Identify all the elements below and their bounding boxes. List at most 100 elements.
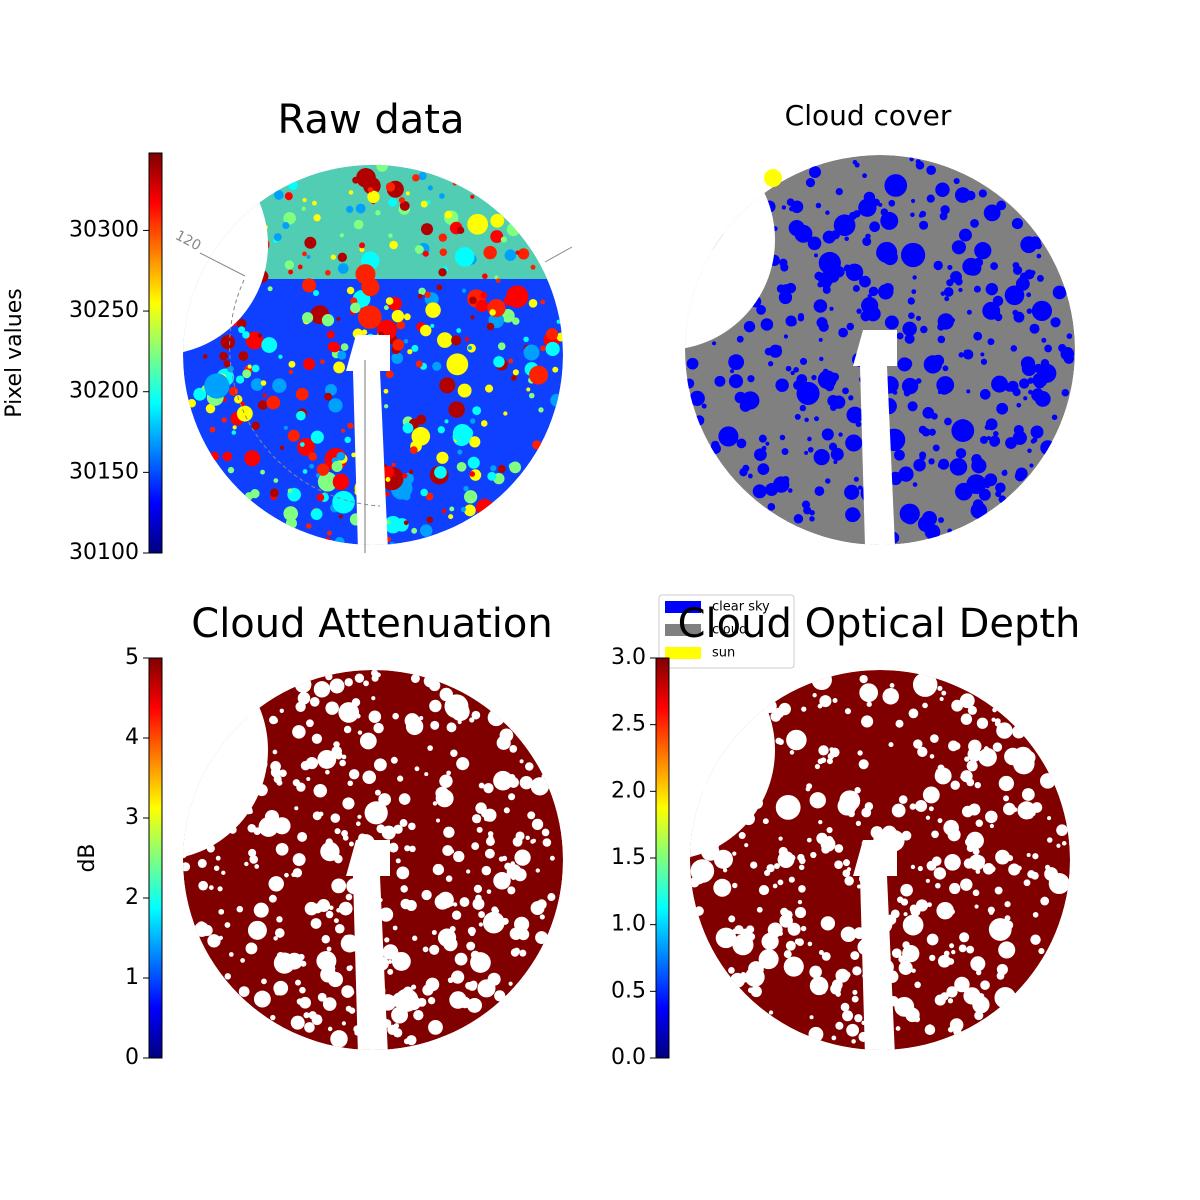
image-blob xyxy=(469,296,477,305)
image-blob xyxy=(422,946,429,953)
image-blob xyxy=(343,945,350,951)
image-blob xyxy=(902,914,924,936)
image-blob xyxy=(515,831,525,841)
image-blob xyxy=(325,536,331,542)
polar-grid xyxy=(199,252,246,277)
image-blob xyxy=(438,233,447,242)
image-blob xyxy=(852,989,858,995)
image-blob xyxy=(848,211,857,220)
image-blob xyxy=(793,366,799,373)
image-blob xyxy=(913,458,926,472)
image-blob xyxy=(331,878,347,894)
image-blob xyxy=(552,366,559,373)
image-blob xyxy=(359,242,366,249)
image-blob xyxy=(438,268,447,277)
image-blob xyxy=(528,392,535,399)
image-blob xyxy=(835,968,850,983)
image-blob xyxy=(951,949,956,955)
image-blob xyxy=(296,784,302,790)
image-blob xyxy=(426,516,434,524)
image-blob xyxy=(830,230,841,240)
sky-image xyxy=(685,155,1075,545)
image-blob xyxy=(546,328,559,340)
image-blob xyxy=(238,351,249,361)
image-blob xyxy=(732,934,754,956)
image-blob xyxy=(1061,388,1070,397)
image-blob xyxy=(297,264,303,270)
image-blob xyxy=(1034,391,1051,407)
image-blob xyxy=(529,365,549,385)
image-blob xyxy=(955,448,967,459)
image-blob xyxy=(960,770,973,783)
image-blob xyxy=(292,725,306,739)
image-blob xyxy=(1003,795,1010,802)
image-blob xyxy=(821,428,834,441)
image-blob xyxy=(1040,440,1056,456)
image-blob xyxy=(229,386,239,396)
image-blob xyxy=(403,338,409,344)
image-blob xyxy=(299,986,306,994)
image-blob xyxy=(796,374,808,385)
image-blob xyxy=(419,716,424,721)
image-blob xyxy=(396,320,405,330)
image-blob xyxy=(781,205,787,210)
image-blob xyxy=(859,275,871,288)
image-blob xyxy=(996,402,1009,415)
image-blob xyxy=(469,436,481,448)
image-blob xyxy=(900,883,913,897)
image-blob xyxy=(339,233,344,238)
image-blob xyxy=(995,849,1010,865)
image-blob xyxy=(901,358,913,370)
image-blob xyxy=(880,208,889,216)
image-blob xyxy=(1006,854,1014,862)
colorbar-tick-label: 0.5 xyxy=(611,978,646,1003)
image-blob xyxy=(456,757,470,771)
image-blob xyxy=(334,751,343,760)
image-blob xyxy=(375,210,381,216)
image-blob xyxy=(364,801,388,825)
image-blob xyxy=(827,753,835,760)
image-blob xyxy=(422,250,429,257)
image-blob xyxy=(413,1010,424,1021)
image-blob xyxy=(288,360,296,368)
image-blob xyxy=(523,336,529,343)
image-blob xyxy=(937,954,951,968)
image-blob xyxy=(387,959,393,964)
image-blob xyxy=(475,894,482,902)
image-blob xyxy=(925,878,930,883)
image-blob xyxy=(819,695,832,708)
image-blob xyxy=(342,835,349,841)
image-blob xyxy=(782,476,790,484)
image-blob xyxy=(985,282,999,296)
image-blob xyxy=(728,374,744,389)
image-blob xyxy=(236,905,244,913)
image-blob xyxy=(787,488,793,493)
image-blob xyxy=(778,702,791,716)
image-blob xyxy=(942,365,949,372)
image-blob xyxy=(420,324,432,337)
image-blob xyxy=(525,762,534,771)
image-blob xyxy=(1032,437,1038,443)
image-blob xyxy=(917,865,923,872)
image-blob xyxy=(270,1014,276,1021)
image-blob xyxy=(974,904,979,909)
image-blob xyxy=(927,902,932,908)
image-blob xyxy=(961,805,974,818)
image-blob xyxy=(1005,385,1013,392)
image-blob xyxy=(337,252,347,262)
image-blob xyxy=(818,950,824,955)
image-blob xyxy=(341,1021,347,1026)
image-blob xyxy=(1001,469,1008,476)
sky-image xyxy=(183,670,563,1050)
image-pole xyxy=(853,840,897,1050)
image-blob xyxy=(204,373,230,399)
image-blob xyxy=(806,837,812,843)
image-blob xyxy=(475,299,489,313)
image-blob xyxy=(947,828,961,842)
image-blob xyxy=(832,395,846,409)
image-blob xyxy=(891,948,902,959)
image-blob xyxy=(937,462,943,469)
image-blob xyxy=(446,353,469,376)
image-blob xyxy=(777,738,784,746)
image-blob xyxy=(467,213,489,235)
